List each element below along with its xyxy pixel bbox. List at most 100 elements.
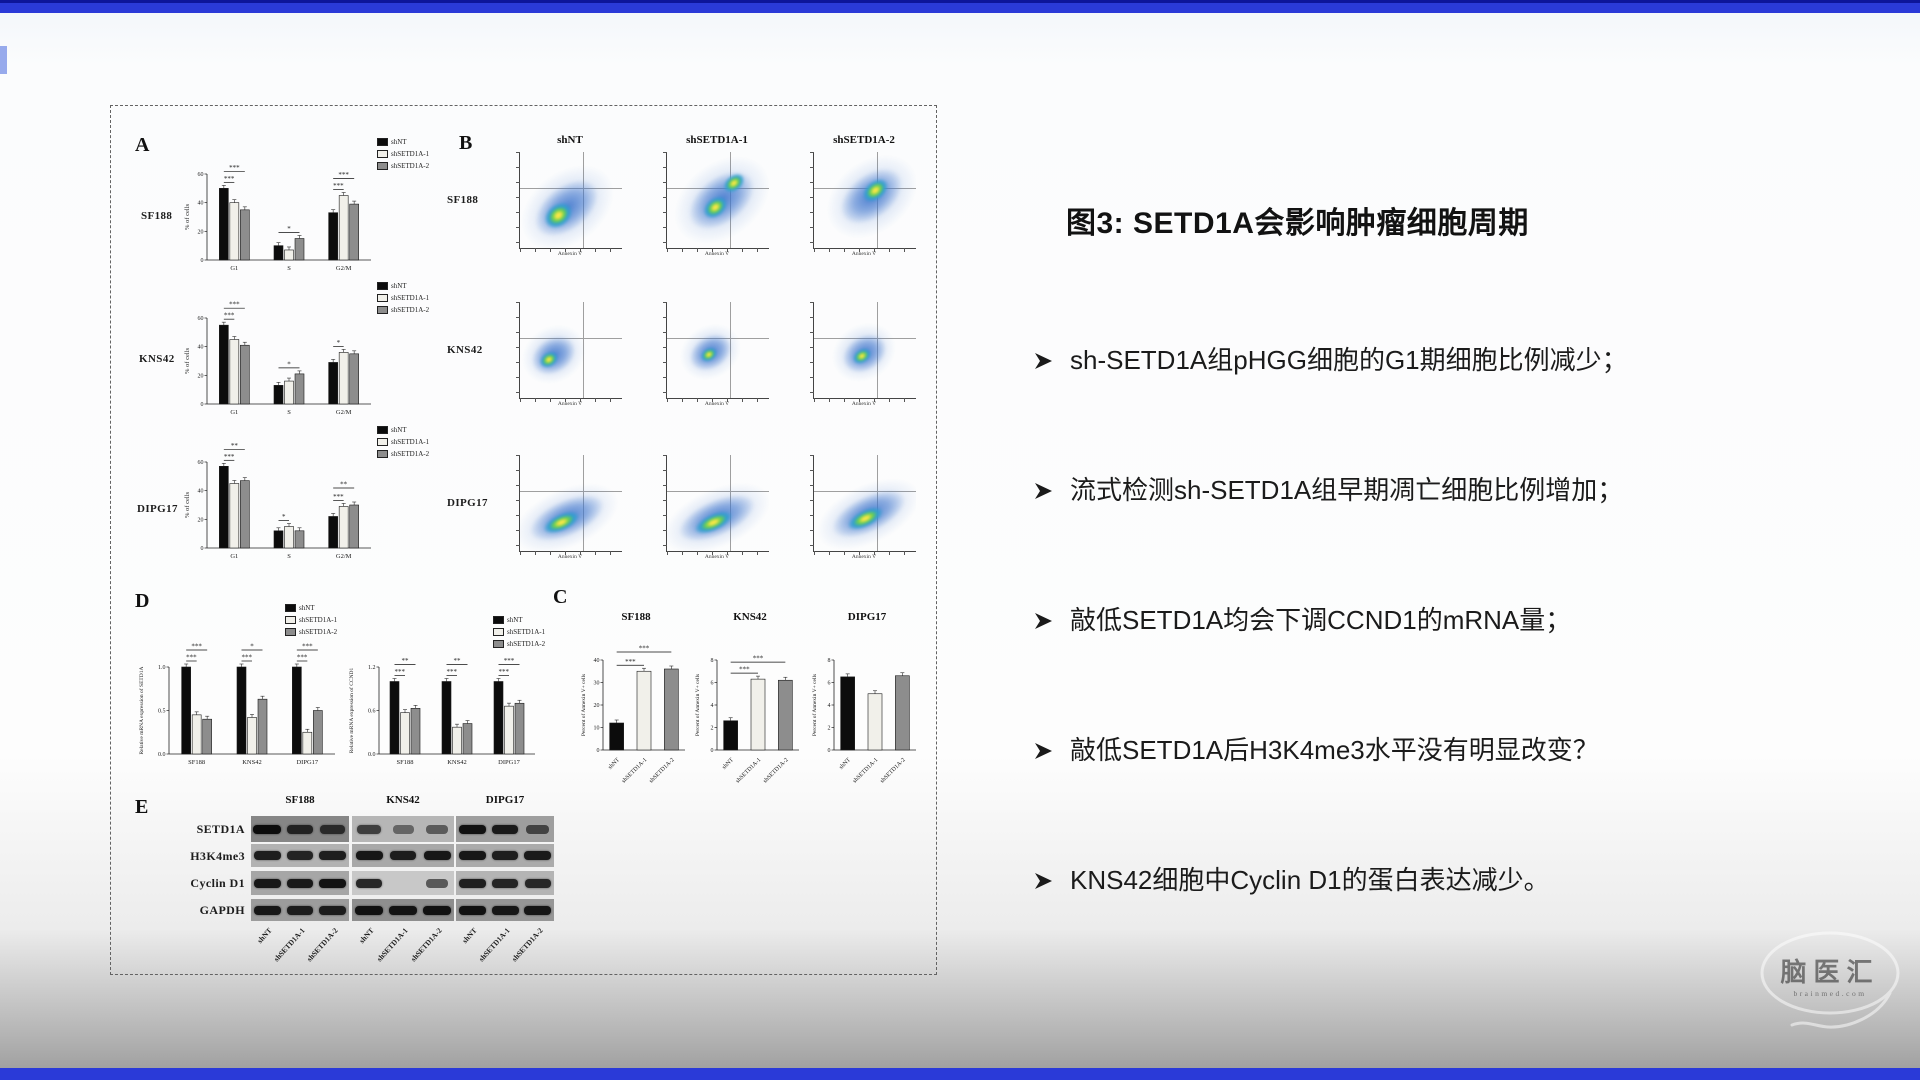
legend-c: shNT shSETD1A-1 shSETD1A-2 [493,616,545,648]
blot-band [286,878,314,888]
flow-y-ticks [516,455,520,551]
legend-entry: shSETD1A-1 [285,616,337,624]
panel-c-col-header: KNS42 [733,611,767,623]
svg-text:***: *** [191,643,202,651]
blot-band [356,878,382,888]
svg-text:G1: G1 [230,265,238,272]
svg-text:6: 6 [828,681,831,687]
svg-text:***: *** [297,654,308,662]
legend-label: shNT [391,426,407,434]
panel-b-label: B [459,132,473,154]
legend-swatch [377,282,388,290]
svg-text:% of cells: % of cells [184,204,191,230]
svg-text:shNT: shNT [721,757,735,771]
svg-text:0.0: 0.0 [158,752,166,758]
svg-text:20: 20 [198,517,204,523]
flow-x-axis-label: Annexin V [557,401,583,407]
blot-band [253,878,281,888]
legend-a-sf188: shNT shSETD1A-1 shSETD1A-2 [377,138,429,170]
svg-text:20: 20 [198,229,204,235]
blot-band [318,878,347,888]
chart-c_sf188: 0 10 20 30 40 Percent of Annexin V+ cells shNT… [580,645,685,785]
legend-label: shSETD1A-1 [391,294,430,302]
flow-y-ticks [663,152,667,248]
blot-band [425,878,449,888]
panel-a-row-label: DIPG17 [137,503,178,515]
svg-text:**: ** [340,481,348,489]
blot-panel [352,871,454,895]
flow-plot [516,455,622,555]
svg-text:***: *** [229,164,240,172]
flow-x-axis-label: Annexin V [851,401,877,407]
legend-label: shSETD1A-2 [391,162,430,170]
svg-text:30: 30 [594,681,600,687]
svg-text:***: *** [224,312,235,320]
legend-a-dipg17: shNT shSETD1A-1 shSETD1A-2 [377,426,429,458]
flow-y-ticks [810,152,814,248]
svg-text:0.6: 0.6 [368,709,376,715]
flow-x-axis-label: Annexin V [557,251,583,257]
blot-band [459,878,486,888]
blot-band [357,824,381,834]
flow-plot-area [814,302,916,398]
bullet-item: 敲低SETD1A后H3K4me3水平没有明显改变？ [1034,730,1599,767]
svg-text:% of cells: % of cells [184,492,191,518]
flow-plot [663,302,769,402]
blot-band [491,824,519,834]
legend-entry: shNT [285,604,337,612]
svg-text:0.0: 0.0 [368,752,376,758]
svg-text:**: ** [402,657,410,665]
blot-panel [456,816,554,842]
svg-text:1.0: 1.0 [158,665,166,671]
svg-text:*: * [287,360,291,368]
bullet-text: 流式检测sh-SETD1A组早期凋亡细胞比例增加； [1070,475,1624,505]
svg-text:KNS42: KNS42 [447,759,467,766]
svg-text:***: *** [302,643,313,651]
svg-text:40: 40 [198,489,204,495]
legend-entry: shNT [493,616,545,624]
flow-plot-area [520,455,622,551]
svg-text:SF188: SF188 [397,759,414,766]
svg-text:60: 60 [198,460,204,466]
flow-x-axis-label: Annexin V [704,401,730,407]
svg-text:***: *** [753,655,764,663]
svg-text:40: 40 [198,345,204,351]
svg-text:Relative mRNA expression of SE: Relative mRNA expression of SETD1A [138,666,145,754]
flow-plot-area [520,302,622,398]
legend-swatch [493,640,504,648]
blot-band [423,851,451,860]
svg-text:***: *** [625,658,636,666]
legend-swatch [285,604,296,612]
svg-text:***: *** [229,301,240,309]
blot-panel [352,816,454,842]
left-edge-tab [0,46,7,74]
legend-label: shSETD1A-1 [299,616,338,624]
svg-text:***: *** [504,657,515,665]
bullet-arrow-icon [1034,866,1054,897]
svg-text:***: *** [333,493,344,501]
flow-x-axis-label: Annexin V [851,554,877,560]
panel-b-row-label: KNS42 [447,344,483,356]
blot-band [524,851,552,860]
svg-text:8: 8 [828,658,831,664]
quadrant-line-horizontal [667,491,769,493]
flow-plot [810,302,916,402]
svg-text:***: *** [333,182,344,190]
panel-b-col-header: shSETD1A-1 [686,134,748,146]
svg-text:G2/M: G2/M [336,265,352,272]
legend-entry: shSETD1A-1 [493,628,545,636]
flow-x-ticks [520,398,622,402]
svg-text:***: *** [186,654,197,662]
bullet-item: KNS42细胞中Cyclin D1的蛋白表达减少。 [1034,860,1550,897]
bullet-text: 敲低SETD1A后H3K4me3水平没有明显改变？ [1070,735,1599,765]
blot-band [491,905,519,915]
legend-label: shSETD1A-1 [507,628,546,636]
blot-band [253,905,281,915]
panel-d-label: D [135,590,150,612]
svg-text:*: * [337,339,341,347]
legend-entry: shNT [377,138,429,146]
svg-text:*: * [287,225,291,233]
